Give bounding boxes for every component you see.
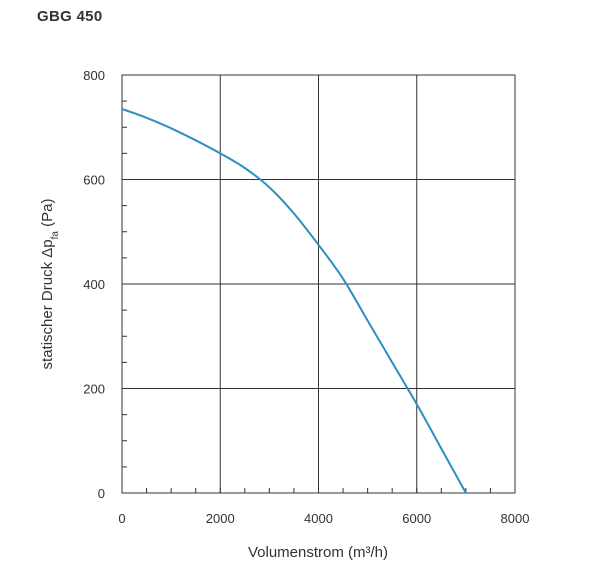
x-axis-label: Volumenstrom (m³/h)	[248, 544, 388, 561]
fan-curve-line	[121, 108, 467, 494]
x-tick-label: 6000	[402, 511, 431, 526]
y-tick-label: 800	[83, 68, 105, 83]
y-tick-label: 600	[83, 173, 105, 188]
y-axis-label-suffix: (Pa)	[39, 199, 56, 232]
y-tick-label: 200	[83, 382, 105, 397]
minor-ticks	[122, 100, 491, 493]
x-tick-label: 8000	[501, 511, 530, 526]
y-axis-label: statischer Druck Δpfa (Pa)	[39, 199, 61, 370]
y-tick-label: 0	[98, 486, 105, 501]
x-tick-labels: 0 2000 4000 6000 8000	[118, 511, 529, 526]
x-tick-label: 0	[118, 511, 125, 526]
y-axis-label-subscript: fa	[50, 231, 61, 240]
chart-title: GBG 450	[37, 8, 103, 25]
y-axis-label-prefix: statischer Druck Δp	[39, 239, 56, 369]
x-tick-label: 2000	[206, 511, 235, 526]
grid	[122, 75, 515, 493]
y-tick-labels: 0 200 400 600 800	[83, 68, 105, 501]
x-tick-label: 4000	[304, 511, 333, 526]
y-tick-label: 400	[83, 277, 105, 292]
